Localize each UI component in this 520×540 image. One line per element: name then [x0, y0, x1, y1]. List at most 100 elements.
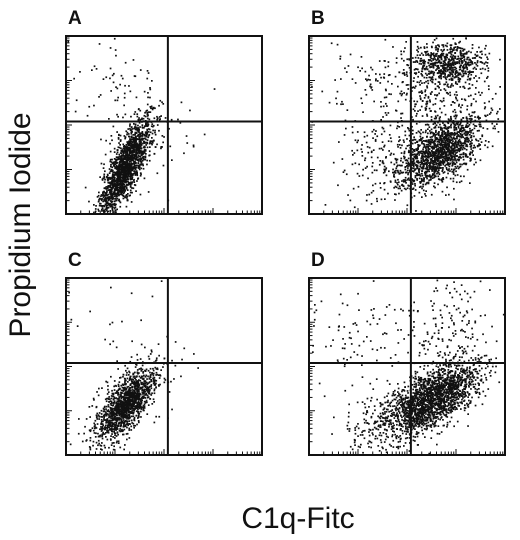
data-point [428, 142, 431, 145]
data-point [125, 181, 127, 184]
data-point [113, 400, 116, 403]
data-point [133, 375, 136, 378]
data-point [339, 58, 342, 60]
data-point [466, 63, 469, 66]
data-point [336, 102, 338, 105]
data-point [403, 187, 406, 190]
data-point [469, 115, 472, 118]
data-point [393, 186, 395, 189]
data-point [105, 196, 107, 199]
data-point [420, 105, 423, 108]
data-point [417, 130, 420, 133]
data-point [115, 153, 118, 155]
data-point [407, 84, 409, 86]
data-point [118, 193, 121, 196]
data-point [127, 184, 129, 186]
data-point [151, 403, 154, 405]
data-point [372, 184, 374, 187]
data-point [123, 183, 125, 186]
data-point [141, 163, 144, 165]
data-point [155, 374, 157, 376]
data-point [126, 163, 129, 166]
data-point [451, 143, 454, 146]
data-point [470, 61, 473, 63]
data-point [170, 118, 173, 121]
data-point [434, 78, 437, 81]
data-point [126, 156, 128, 158]
data-point [460, 153, 463, 156]
data-point [137, 148, 139, 151]
data-point [396, 127, 398, 130]
data-point [142, 157, 145, 160]
data-point [148, 142, 151, 145]
data-point [460, 121, 462, 124]
data-point [375, 79, 377, 82]
data-point [430, 57, 433, 60]
data-point [487, 70, 490, 72]
data-point [442, 157, 445, 159]
data-point [439, 56, 442, 59]
data-point [439, 163, 441, 166]
data-point [104, 210, 106, 213]
data-point [446, 150, 449, 153]
data-point [147, 191, 150, 193]
data-point [426, 43, 428, 45]
data-point [128, 170, 131, 173]
data-point [420, 159, 423, 162]
data-point [146, 112, 149, 114]
data-point [128, 388, 130, 391]
data-point [468, 83, 471, 85]
data-point [453, 93, 456, 96]
data-point [474, 116, 476, 118]
data-point [385, 96, 388, 99]
data-point [110, 182, 113, 185]
log-tick-marks [65, 37, 261, 215]
data-point [423, 178, 425, 180]
data-point [456, 61, 458, 63]
data-point [436, 72, 439, 74]
data-point [453, 109, 456, 111]
data-point [456, 141, 459, 144]
data-point [362, 111, 364, 113]
data-point [384, 38, 387, 41]
data-point [102, 433, 105, 435]
data-point [469, 87, 471, 90]
data-point [117, 183, 120, 186]
data-point [140, 157, 143, 160]
data-point [114, 206, 117, 209]
data-point [124, 165, 126, 167]
data-point [484, 53, 487, 56]
data-point [105, 206, 108, 208]
data-point [445, 156, 448, 158]
data-point [422, 165, 424, 168]
data-point [420, 185, 422, 188]
data-point [439, 99, 442, 102]
data-point [103, 210, 105, 213]
data-point [440, 58, 443, 61]
data-point [126, 162, 129, 165]
data-points [68, 280, 199, 451]
data-point [425, 54, 427, 56]
data-point [446, 168, 448, 171]
data-point [103, 198, 106, 201]
data-point [438, 75, 440, 78]
data-point [396, 143, 399, 146]
data-point [120, 188, 123, 191]
data-point [420, 177, 423, 180]
data-point [451, 50, 454, 53]
data-point [115, 54, 117, 57]
data-point [436, 172, 438, 175]
data-point [428, 155, 430, 158]
data-point [134, 135, 137, 138]
data-point [406, 160, 409, 162]
data-point [434, 156, 437, 159]
data-point [412, 165, 415, 168]
data-point [438, 81, 441, 83]
data-point [343, 169, 346, 172]
data-point [136, 128, 138, 130]
data-point [144, 155, 147, 158]
data-point [441, 143, 444, 146]
data-point [119, 191, 121, 193]
data-point [459, 146, 462, 149]
data-point [119, 164, 122, 167]
